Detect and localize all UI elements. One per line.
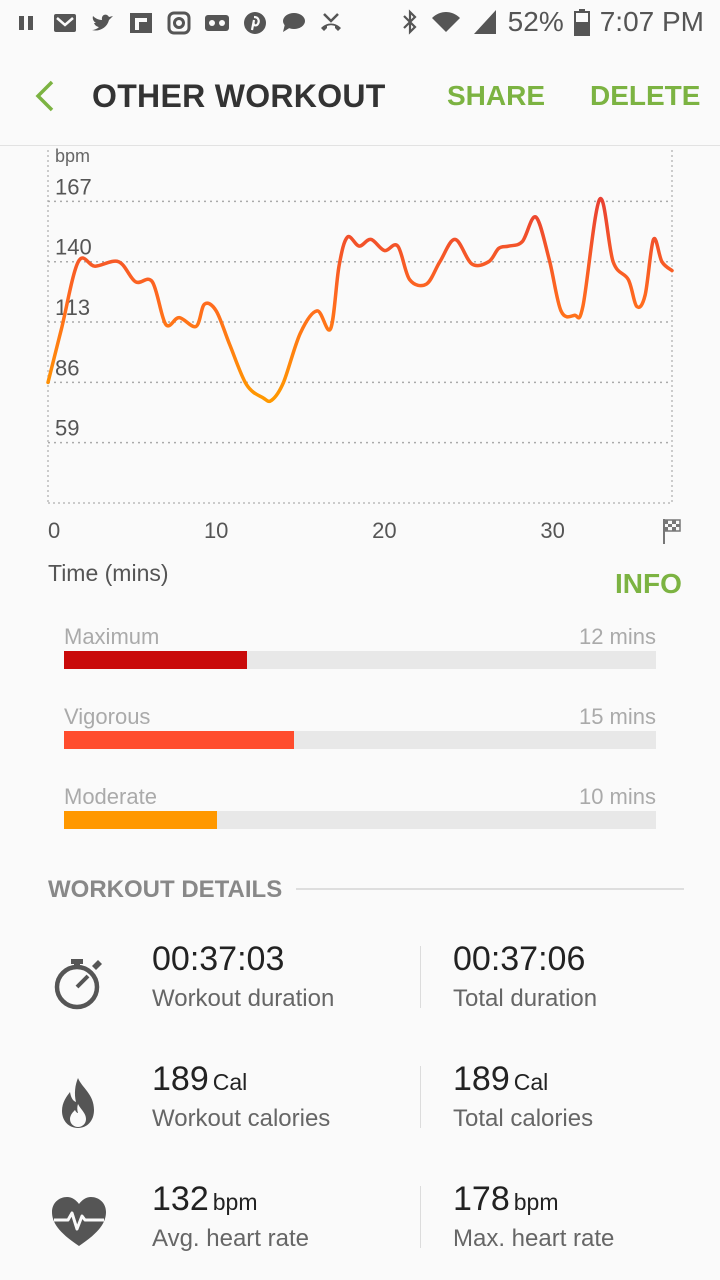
stat-value: 189 Cal <box>152 1060 330 1099</box>
heart-rate-chart-svg: 59 86 113 140 167 0 10 20 30 bpm <box>46 146 681 544</box>
x-tick-label: 30 <box>540 518 564 543</box>
value-text: 132 <box>152 1180 209 1218</box>
value-text: 189 <box>453 1060 510 1098</box>
heart-rate-line <box>46 197 674 404</box>
delete-button[interactable]: DELETE <box>590 80 701 111</box>
flame-icon <box>62 1078 94 1128</box>
stopwatch-icon <box>54 959 102 1010</box>
stat-label: Total calories <box>453 1105 594 1132</box>
max-heart-rate: 178 bpm Max. heart rate <box>453 1180 614 1253</box>
missed-call-icon <box>321 13 341 31</box>
value-text: 00:37:06 <box>453 940 586 978</box>
stat-value: 132 bpm <box>152 1180 309 1219</box>
stat-value: 189 Cal <box>453 1060 593 1099</box>
heart-rate-chart: 59 86 113 140 167 0 10 20 30 bpm <box>0 146 720 616</box>
signal-icon <box>473 10 496 34</box>
zone-minutes: 15 mins <box>578 704 656 729</box>
x-tick-label: 20 <box>372 518 396 543</box>
unit-text: Cal <box>212 1069 248 1095</box>
status-bar: 52% 7:07 PM <box>0 0 720 48</box>
stat-label: Max. heart rate <box>453 1225 615 1252</box>
value-text: 00:37:03 <box>152 940 285 978</box>
zone-bar-fill <box>64 811 217 829</box>
bluetooth-icon <box>402 9 417 35</box>
calories-row: 189 Cal Workout calories 189 Cal Total cal… <box>0 1060 720 1160</box>
heart-rate-icon <box>52 1197 106 1246</box>
workout-calories: 189 Cal Workout calories <box>152 1060 330 1133</box>
duration-row: 00:37:03 Workout duration 00:37:06 Total… <box>0 940 720 1040</box>
unit-text: bpm <box>513 1189 559 1215</box>
stat-value: 178 bpm <box>453 1180 614 1219</box>
battery-icon <box>573 9 590 36</box>
pinterest-icon <box>244 12 266 34</box>
stat-label: Workout calories <box>152 1105 331 1132</box>
share-button[interactable]: SHARE <box>447 80 546 111</box>
chat-icon <box>283 13 305 32</box>
pause-icon <box>19 16 33 30</box>
section-divider <box>296 888 684 890</box>
system-status: 52% 7:07 PM <box>400 6 704 38</box>
unit-text: bpm <box>212 1189 258 1215</box>
y-tick-label: 167 <box>55 174 92 199</box>
column-divider <box>420 1186 421 1248</box>
zone-name: Maximum <box>64 624 160 649</box>
finish-flag-icon <box>663 519 681 544</box>
twitter-icon <box>92 14 113 31</box>
value-text: 189 <box>152 1060 209 1098</box>
section-title: WORKOUT DETAILS <box>48 876 283 903</box>
y-tick-label: 140 <box>55 235 92 260</box>
value-text: 178 <box>453 1180 510 1218</box>
zone-bar-track <box>64 651 656 669</box>
zone-minutes: 12 mins <box>578 624 656 649</box>
y-tick-label: 86 <box>55 355 79 380</box>
zone-name: Vigorous <box>64 704 151 729</box>
total-duration: 00:37:06 Total duration <box>453 940 597 1013</box>
y-tick-label: 59 <box>55 416 79 441</box>
gmail-icon <box>54 14 76 32</box>
workout-duration: 00:37:03 Workout duration <box>152 940 334 1013</box>
stat-label: Avg. heart rate <box>152 1225 309 1252</box>
x-tick-label: 10 <box>204 518 228 543</box>
clock: 7:07 PM <box>599 6 704 37</box>
avg-heart-rate: 132 bpm Avg. heart rate <box>152 1180 309 1253</box>
stat-value: 00:37:06 <box>453 940 597 979</box>
stat-label: Workout duration <box>152 985 335 1012</box>
stat-label: Total duration <box>453 985 598 1012</box>
stat-value: 00:37:03 <box>152 940 334 979</box>
info-button[interactable]: INFO <box>615 568 682 599</box>
column-divider <box>420 1066 421 1128</box>
instagram-icon <box>167 11 191 35</box>
total-calories: 189 Cal Total calories <box>453 1060 593 1133</box>
y-axis-unit-label: bpm <box>55 146 90 166</box>
zone-minutes: 10 mins <box>578 784 656 809</box>
heart-rate-row: 132 bpm Avg. heart rate 178 bpm Max. heart… <box>0 1180 720 1280</box>
back-arrow-icon[interactable] <box>28 76 68 116</box>
y-tick-label: 113 <box>55 295 90 320</box>
zone-bar-fill <box>64 731 295 749</box>
zone-bar-track <box>64 731 656 749</box>
notification-icons <box>14 8 344 38</box>
page-title: OTHER WORKOUT <box>92 78 386 114</box>
x-tick-label: 0 <box>48 518 60 543</box>
zone-bar-fill <box>64 651 247 669</box>
zone-name: Moderate <box>64 784 157 809</box>
wifi-icon <box>431 12 460 32</box>
x-axis-label: Time (mins) <box>48 560 169 586</box>
battery-percent: 52% <box>507 6 564 37</box>
column-divider <box>420 946 421 1008</box>
zone-bar-track <box>64 811 656 829</box>
unit-text: Cal <box>513 1069 549 1095</box>
app-header: OTHER WORKOUT SHARE DELETE <box>0 48 720 146</box>
voicemail-icon <box>205 15 229 31</box>
flipboard-icon <box>130 13 152 33</box>
